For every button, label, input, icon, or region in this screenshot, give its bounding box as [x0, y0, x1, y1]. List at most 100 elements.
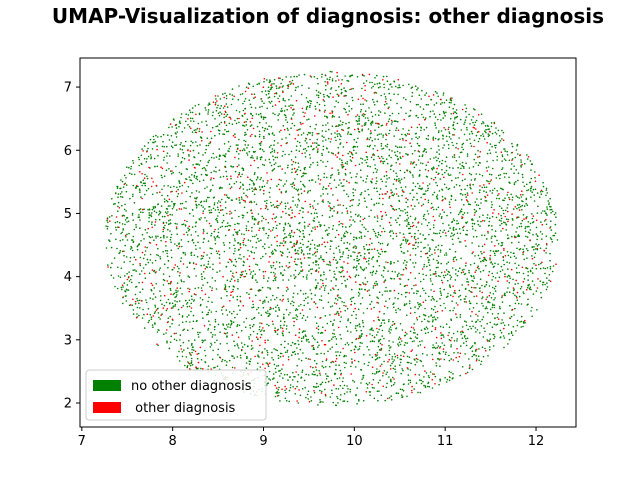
point-no-other-diagnosis [215, 156, 218, 158]
point-no-other-diagnosis [417, 237, 419, 240]
point-no-other-diagnosis [373, 336, 376, 339]
point-no-other-diagnosis [333, 256, 336, 259]
point-no-other-diagnosis [371, 334, 374, 337]
point-no-other-diagnosis [291, 379, 294, 381]
point-no-other-diagnosis [396, 221, 398, 224]
point-no-other-diagnosis [473, 353, 476, 356]
point-no-other-diagnosis [254, 107, 257, 109]
point-no-other-diagnosis [377, 138, 380, 141]
point-other-diagnosis [243, 238, 246, 240]
point-no-other-diagnosis [526, 189, 528, 192]
point-other-diagnosis [342, 154, 344, 157]
point-no-other-diagnosis [457, 222, 460, 225]
point-no-other-diagnosis [250, 271, 252, 273]
point-no-other-diagnosis [202, 317, 204, 320]
point-other-diagnosis [531, 257, 534, 260]
point-no-other-diagnosis [141, 317, 144, 319]
point-no-other-diagnosis [369, 329, 371, 331]
point-no-other-diagnosis [169, 170, 172, 172]
point-no-other-diagnosis [323, 224, 326, 227]
point-no-other-diagnosis [435, 342, 438, 344]
point-other-diagnosis [418, 123, 421, 126]
point-other-diagnosis [160, 166, 162, 168]
point-no-other-diagnosis [474, 121, 477, 124]
point-no-other-diagnosis [280, 201, 283, 203]
point-no-other-diagnosis [464, 104, 466, 106]
point-no-other-diagnosis [175, 227, 178, 230]
point-no-other-diagnosis [205, 200, 208, 203]
point-no-other-diagnosis [510, 168, 512, 170]
point-no-other-diagnosis [341, 128, 343, 131]
point-other-diagnosis [292, 160, 295, 163]
point-no-other-diagnosis [501, 154, 504, 156]
point-no-other-diagnosis [207, 240, 210, 242]
point-no-other-diagnosis [433, 167, 435, 170]
point-other-diagnosis [233, 95, 235, 98]
point-no-other-diagnosis [429, 371, 432, 373]
point-no-other-diagnosis [340, 182, 343, 184]
point-no-other-diagnosis [241, 346, 244, 348]
point-no-other-diagnosis [532, 233, 534, 236]
point-no-other-diagnosis [181, 293, 183, 295]
point-no-other-diagnosis [431, 295, 434, 298]
point-no-other-diagnosis [385, 133, 387, 135]
point-no-other-diagnosis [390, 156, 392, 159]
point-no-other-diagnosis [134, 293, 137, 296]
point-no-other-diagnosis [307, 302, 309, 304]
point-no-other-diagnosis [234, 258, 237, 261]
point-no-other-diagnosis [430, 280, 432, 282]
point-other-diagnosis [525, 217, 527, 220]
point-no-other-diagnosis [176, 294, 178, 296]
point-no-other-diagnosis [552, 265, 555, 267]
point-no-other-diagnosis [391, 356, 394, 358]
point-no-other-diagnosis [400, 146, 403, 148]
point-no-other-diagnosis [204, 208, 206, 210]
point-no-other-diagnosis [117, 275, 120, 277]
point-other-diagnosis [223, 113, 226, 116]
point-no-other-diagnosis [388, 320, 390, 323]
point-no-other-diagnosis [120, 267, 123, 270]
point-no-other-diagnosis [136, 245, 139, 248]
point-no-other-diagnosis [464, 178, 466, 180]
point-other-diagnosis [390, 192, 393, 194]
point-no-other-diagnosis [452, 228, 455, 230]
point-no-other-diagnosis [300, 252, 303, 254]
point-no-other-diagnosis [523, 185, 526, 187]
point-no-other-diagnosis [361, 162, 363, 164]
point-no-other-diagnosis [424, 299, 427, 302]
point-no-other-diagnosis [171, 146, 174, 149]
point-no-other-diagnosis [124, 223, 126, 226]
point-no-other-diagnosis [115, 238, 117, 241]
point-other-diagnosis [361, 73, 364, 76]
point-no-other-diagnosis [462, 229, 465, 231]
point-no-other-diagnosis [497, 263, 499, 266]
point-no-other-diagnosis [374, 77, 376, 79]
point-no-other-diagnosis [517, 172, 520, 174]
point-no-other-diagnosis [324, 88, 327, 91]
point-no-other-diagnosis [388, 148, 391, 151]
point-no-other-diagnosis [225, 324, 228, 326]
point-no-other-diagnosis [386, 143, 389, 146]
point-other-diagnosis [377, 316, 379, 319]
point-no-other-diagnosis [413, 388, 416, 390]
point-other-diagnosis [381, 193, 384, 195]
point-no-other-diagnosis [168, 168, 170, 170]
point-no-other-diagnosis [337, 173, 340, 175]
point-no-other-diagnosis [253, 93, 256, 95]
point-no-other-diagnosis [379, 225, 382, 227]
point-other-diagnosis [314, 251, 317, 254]
point-no-other-diagnosis [341, 225, 344, 228]
point-no-other-diagnosis [450, 358, 452, 360]
point-no-other-diagnosis [138, 243, 140, 246]
point-no-other-diagnosis [506, 251, 509, 253]
point-other-diagnosis [282, 244, 285, 247]
point-no-other-diagnosis [116, 220, 119, 223]
point-no-other-diagnosis [371, 122, 374, 124]
point-no-other-diagnosis [385, 181, 387, 183]
point-no-other-diagnosis [210, 188, 212, 191]
point-no-other-diagnosis [409, 369, 412, 371]
point-no-other-diagnosis [546, 214, 548, 216]
point-no-other-diagnosis [463, 301, 466, 303]
point-no-other-diagnosis [386, 178, 388, 180]
point-no-other-diagnosis [411, 95, 413, 97]
